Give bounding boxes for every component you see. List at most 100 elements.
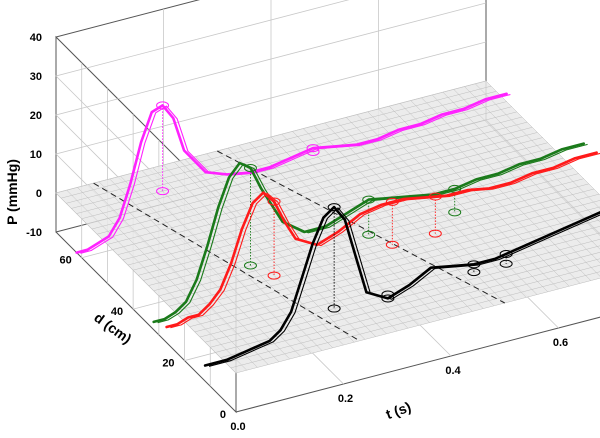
zero-plane-grid-t [442, 92, 600, 250]
series-group [75, 92, 600, 367]
zero-plane-grid-t [66, 190, 247, 371]
series-4 [203, 203, 600, 367]
zero-plane-grid-d [148, 173, 579, 286]
series-4-base-marker [499, 259, 513, 268]
series-2-base-marker [448, 208, 462, 217]
series-2-base-marker [243, 261, 257, 270]
zero-plane-grid-t [410, 100, 591, 281]
zero-plane-grid-d [184, 213, 600, 322]
y-tick-label: 60 [59, 255, 71, 267]
series-3 [165, 151, 600, 329]
zero-plane-grid-t [313, 125, 495, 306]
zero-plane-grid-d [194, 226, 600, 333]
zero-plane-grid-t [120, 176, 301, 357]
zero-plane-grid-d [179, 206, 600, 317]
z-tick-label: -10 [26, 227, 42, 239]
zero-plane-grid-t [98, 181, 280, 362]
zero-plane-grid-d [215, 252, 600, 353]
zero-plane-grid-t [152, 167, 333, 348]
zero-plane-grid-t [356, 114, 538, 295]
zero-plane-grid-d [107, 132, 538, 245]
x-tick-label: 0.4 [445, 365, 461, 377]
series-3-line [165, 151, 598, 329]
zero-plane-grid-t [421, 97, 600, 277]
series-4-base-marker [467, 268, 481, 277]
zero-plane-grid-d [86, 111, 517, 225]
series-1-line [75, 92, 508, 254]
z-tick-label: 40 [30, 32, 42, 44]
zero-plane-grid-d [97, 121, 528, 235]
series-3-marker [267, 197, 281, 206]
y-tick-label: 20 [162, 358, 174, 370]
zero-plane-grid-d [220, 258, 600, 358]
z-tick-label: 30 [30, 71, 42, 83]
series-3-marker [428, 192, 442, 201]
y-tick-label: 40 [111, 306, 123, 318]
zero-plane-grid-d [174, 200, 600, 312]
zero-plane-grid-t [163, 164, 344, 346]
zero-plane-grid-d [163, 188, 595, 302]
series-4-base-marker [381, 290, 395, 299]
zero-plane-grid-d [55, 80, 487, 194]
zero-plane-grid-t [174, 162, 355, 343]
zero-pressure-floor [55, 80, 600, 374]
series-4-marker [499, 249, 513, 258]
series-2-line [152, 142, 586, 324]
zero-plane-grid-t [281, 134, 462, 315]
zero-plane-grid-t [346, 117, 527, 298]
series-3-overlay-line [170, 152, 600, 329]
zero-plane-grid-d [153, 178, 584, 291]
series-1-base-marker [306, 147, 320, 156]
y-tick-label: 0 [220, 409, 226, 421]
series-1-marker [306, 144, 320, 153]
x-tick-label: 0.6 [553, 337, 568, 349]
series-3-base-marker [428, 229, 442, 238]
series-4-marker [467, 260, 481, 269]
zero-plane-grid-d [158, 183, 589, 297]
zero-plane-grid-t [206, 153, 387, 334]
z-tick-label: 0 [36, 188, 42, 200]
series-1-base-marker [156, 187, 170, 196]
series-4-marker [381, 294, 395, 303]
series-4-line [203, 205, 600, 367]
zero-plane-grid-d [66, 91, 497, 204]
zero-plane-grid-t [55, 192, 237, 374]
zero-plane-grid-t [324, 122, 505, 304]
zero-plane-grid-t [77, 187, 258, 368]
dashed-guide-lines [93, 150, 505, 342]
dashed-guide-line-2 [217, 150, 505, 304]
series-1 [75, 92, 511, 254]
zero-plane-grid-d [205, 239, 600, 343]
dashed-guide-line-1 [93, 182, 360, 342]
series-4-base-marker [327, 304, 341, 313]
zero-plane-grid-t [227, 148, 409, 329]
zero-plane-grid-d [112, 137, 543, 250]
zero-plane-grid-t [464, 86, 600, 223]
series-1-marker [156, 101, 170, 110]
zero-plane-grid-t [378, 108, 559, 290]
zero-plane-grid-t [389, 106, 570, 287]
zero-plane-grid-d [189, 219, 600, 327]
series-2-marker [362, 195, 376, 204]
zero-plane-grid-t [475, 83, 600, 209]
zero-plane-grid-d [235, 277, 600, 374]
zero-plane-grid-d [117, 142, 548, 255]
zero-plane-grid-t [260, 139, 441, 320]
series-3-marker [385, 197, 399, 206]
zero-plane-grid-t [131, 173, 312, 354]
zero-plane-grid-d [91, 116, 523, 230]
zero-plane-grid-d [81, 106, 512, 219]
zero-plane-grid-t [485, 80, 600, 196]
zero-plane-grid-d [230, 271, 600, 369]
zero-plane-grid-d [169, 193, 600, 307]
zero-plane-grid-d [102, 127, 533, 240]
series-4-marker [327, 203, 341, 212]
series-2-base-marker [362, 230, 376, 239]
zero-plane-grid-t [303, 128, 484, 309]
zero-plane-grid-t [184, 159, 366, 340]
x-tick-label: 0.0 [230, 421, 245, 433]
series-3-base-marker [385, 240, 399, 249]
zero-plane-grid-t [367, 111, 548, 292]
zero-plane-grid-t [88, 184, 269, 365]
